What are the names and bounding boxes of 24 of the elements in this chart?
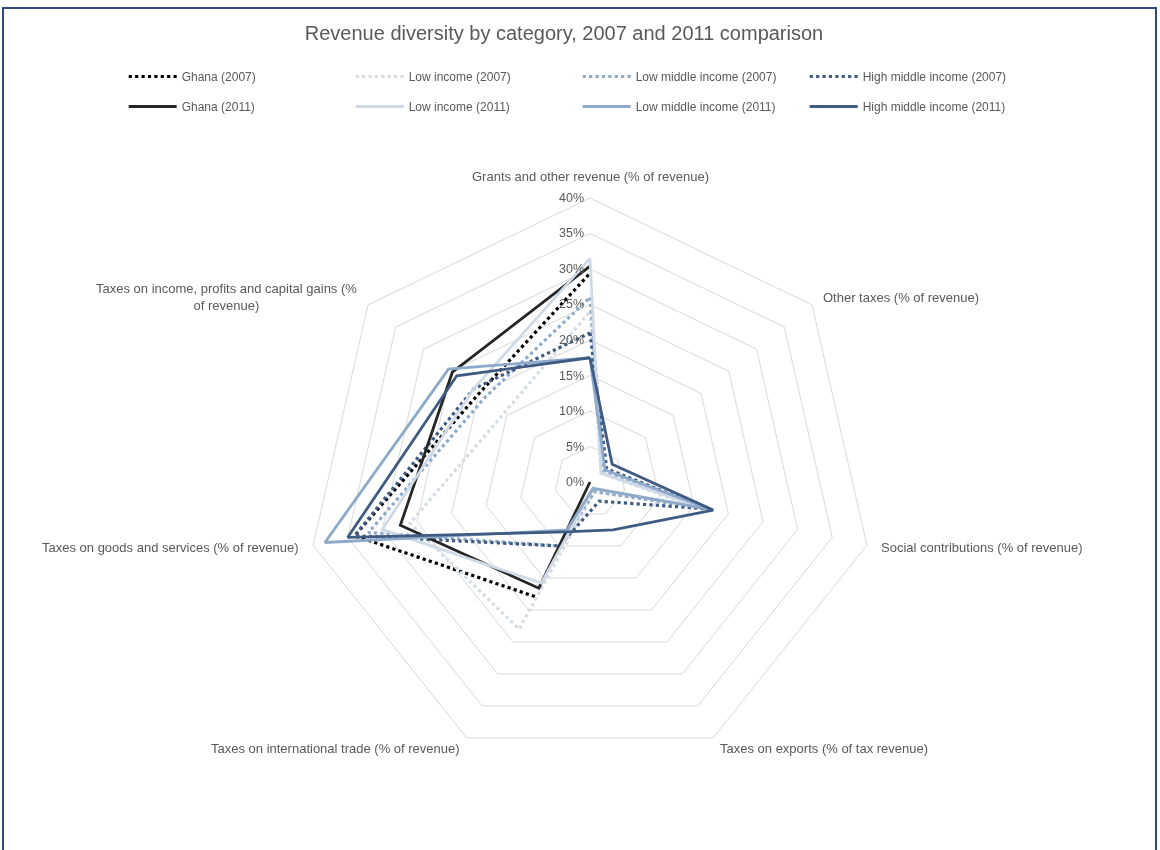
y-tick-label: 35% — [559, 226, 585, 240]
y-tick-label: 15% — [559, 369, 585, 383]
y-tick-label: 5% — [566, 440, 585, 454]
spoke-label: Grants and other revenue (% of revenue) — [472, 169, 710, 184]
legend-label: Low income (2007) — [408, 70, 511, 85]
spoke-label: Social contributions (% of revenue) — [881, 540, 1083, 555]
spoke-label: Taxes on income, profits and capital gains (% of revenue) — [96, 281, 358, 313]
legend-label: Low middle income (2007) — [635, 70, 777, 85]
legend-label: Low middle income (2011) — [635, 100, 776, 115]
spoke-label: Taxes on goods and services (% of revenue) — [42, 540, 299, 555]
spoke-label: Taxes on international trade (% of revenue) — [211, 741, 460, 756]
legend-label: Low income (2011) — [408, 100, 510, 115]
legend-label: Ghana (2011) — [181, 100, 255, 115]
spoke-label: Taxes on exports (% of tax revenue) — [720, 741, 929, 756]
legend-label: High middle income (2011) — [862, 100, 1006, 115]
y-tick-label: 10% — [559, 404, 585, 418]
y-tick-label: 0% — [566, 475, 585, 489]
legend-label: Ghana (2007) — [181, 70, 256, 85]
legend-label: High middle income (2007) — [862, 70, 1007, 85]
chart-title: Revenue diversity by category, 2007 and 2011 comparison — [304, 22, 824, 44]
y-tick-label: 40% — [559, 191, 585, 205]
y-tick-label: 25% — [559, 297, 585, 311]
spoke-label: Other taxes (% of revenue) — [823, 290, 980, 305]
y-tick-label: 30% — [559, 262, 585, 276]
